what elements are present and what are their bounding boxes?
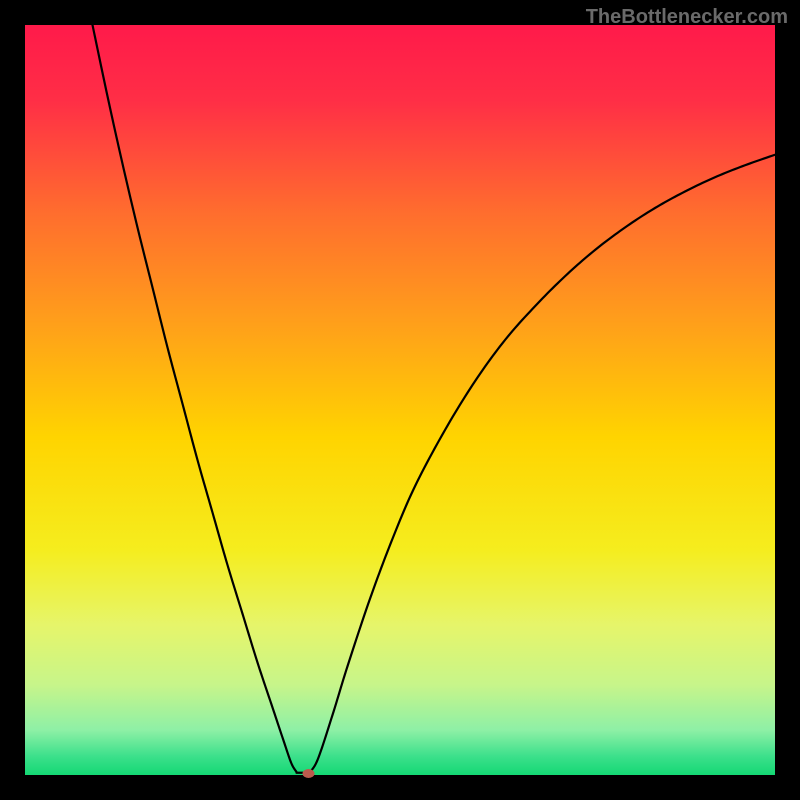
chart-frame: TheBottlenecker.com	[0, 0, 800, 800]
optimum-point-marker	[303, 769, 315, 778]
watermark-label: TheBottlenecker.com	[586, 6, 788, 28]
watermark-text: TheBottlenecker.com	[586, 6, 788, 29]
plot-background	[25, 25, 775, 775]
bottleneck-chart	[0, 0, 800, 800]
